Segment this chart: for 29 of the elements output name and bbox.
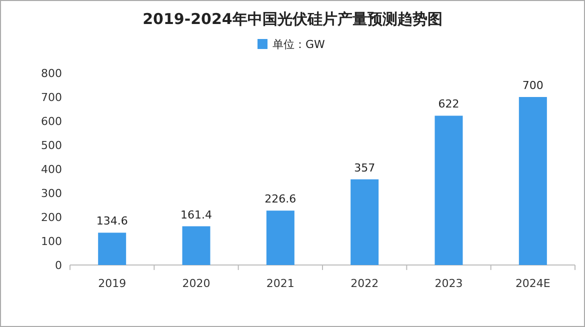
x-tick-label: 2024E bbox=[515, 277, 550, 290]
x-tick-label: 2022 bbox=[350, 277, 379, 290]
data-label: 161.4 bbox=[180, 208, 212, 222]
chart-title: 2019-2024年中国光伏硅片产量预测趋势图 bbox=[142, 10, 442, 28]
bar bbox=[98, 232, 126, 265]
data-label: 357 bbox=[354, 161, 376, 174]
bar bbox=[350, 179, 379, 265]
x-tick-label: 2021 bbox=[266, 277, 294, 290]
y-tick-label: 600 bbox=[41, 115, 62, 128]
data-label: 700 bbox=[522, 79, 544, 92]
data-label: 134.6 bbox=[96, 214, 128, 228]
legend-label: 单位：GW bbox=[272, 38, 326, 51]
y-tick-label: 100 bbox=[41, 235, 62, 248]
x-tick-label: 2019 bbox=[98, 277, 126, 290]
data-label: 622 bbox=[438, 98, 460, 111]
data-label: 226.6 bbox=[264, 192, 296, 206]
y-tick-label: 200 bbox=[41, 211, 62, 224]
y-tick-label: 800 bbox=[41, 67, 62, 80]
y-tick-label: 700 bbox=[41, 91, 62, 104]
y-tick-label: 400 bbox=[41, 163, 62, 176]
bar bbox=[518, 97, 547, 265]
y-tick-label: 0 bbox=[55, 259, 62, 272]
x-tick-label: 2023 bbox=[434, 277, 463, 290]
bar bbox=[434, 116, 463, 265]
x-tick-label: 2020 bbox=[182, 277, 210, 290]
y-tick-label: 300 bbox=[41, 187, 62, 200]
bar bbox=[182, 226, 210, 265]
y-tick-label: 500 bbox=[41, 139, 62, 152]
bar bbox=[266, 210, 294, 265]
